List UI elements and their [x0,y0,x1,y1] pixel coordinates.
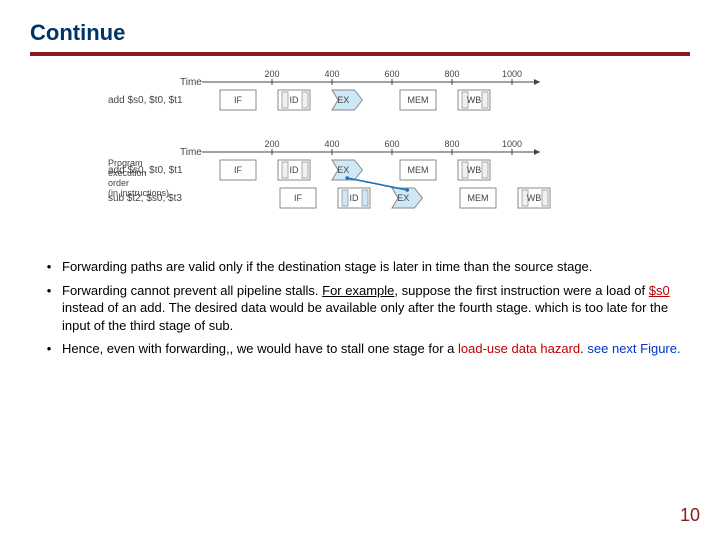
page-number: 10 [680,505,700,526]
pipeline-diagram-container: 200 400 600 800 1000 Time add $s0, $t0, $t1 IF I… [30,70,690,240]
bullet-marker: • [36,258,62,276]
svg-text:IF: IF [294,193,303,203]
svg-text:add $s0, $t0, $t1: add $s0, $t0, $t1 [108,165,183,176]
svg-text:EX: EX [337,165,349,175]
pipeline-diagram: 200 400 600 800 1000 Time add $s0, $t0, $t1 IF I… [100,70,620,240]
svg-text:1000: 1000 [502,70,522,79]
page-title: Continue [30,20,690,46]
svg-text:EX: EX [397,193,409,203]
svg-text:600: 600 [384,70,399,79]
bullet-item: •Hence, even with forwarding,, we would … [36,340,684,358]
svg-text:200: 200 [264,139,279,149]
svg-text:add $s0, $t0, $t1: add $s0, $t0, $t1 [108,95,183,106]
svg-text:ID: ID [290,165,300,175]
svg-text:MEM: MEM [408,165,429,175]
svg-text:ID: ID [290,95,300,105]
bullet-list: •Forwarding paths are valid only if the … [30,258,690,358]
svg-text:200: 200 [264,70,279,79]
bullet-item: •Forwarding paths are valid only if the … [36,258,684,276]
svg-text:IF: IF [234,165,243,175]
bullet-marker: • [36,340,62,358]
svg-text:WB: WB [527,193,542,203]
svg-text:800: 800 [444,70,459,79]
svg-text:sub $t2, $s0, $t3: sub $t2, $s0, $t3 [108,193,182,204]
svg-text:WB: WB [467,95,482,105]
bullet-item: •Forwarding cannot prevent all pipeline … [36,282,684,335]
svg-text:1000: 1000 [502,139,522,149]
title-rule [30,52,690,56]
svg-text:400: 400 [324,70,339,79]
svg-text:EX: EX [337,95,349,105]
svg-text:ID: ID [350,193,360,203]
svg-text:order: order [108,178,129,188]
svg-text:400: 400 [324,139,339,149]
svg-text:MEM: MEM [408,95,429,105]
bullet-text: Forwarding cannot prevent all pipeline s… [62,282,684,335]
bullet-text: Forwarding paths are valid only if the d… [62,258,684,276]
bullet-marker: • [36,282,62,335]
svg-text:Time: Time [180,77,202,88]
svg-text:600: 600 [384,139,399,149]
slide-root: Continue 200 400 600 800 1000 Time add $s0, $t… [0,0,720,540]
svg-text:800: 800 [444,139,459,149]
svg-text:WB: WB [467,165,482,175]
bullet-text: Hence, even with forwarding,, we would h… [62,340,684,358]
svg-text:Time: Time [180,147,202,158]
svg-text:MEM: MEM [468,193,489,203]
svg-text:IF: IF [234,95,243,105]
